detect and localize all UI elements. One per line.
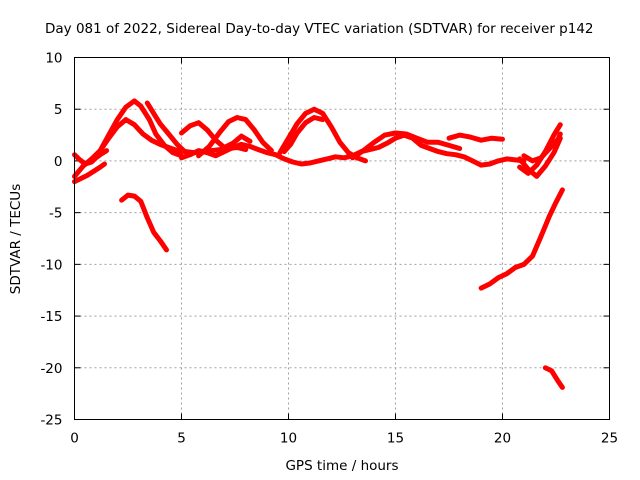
series-arc-16 [119,192,169,253]
series-arc-12 [446,132,505,143]
plot-frame [74,57,610,420]
y-tick-label: -15 [40,309,62,325]
y-tick-label: 0 [54,154,63,170]
series-arc-4 [72,148,110,167]
series-arc-5 [72,161,107,185]
x-tick-label: 0 [70,431,79,447]
series-arc-15 [521,131,563,164]
x-tick-label: 20 [494,431,511,447]
data-series [72,98,565,390]
series-arc-10 [281,115,326,155]
series-arc-18 [542,365,565,390]
series-arc-2 [97,98,184,159]
y-tick-labels: -25 -20 -15 -10 -5 0 5 10 [40,51,62,429]
series-arc-11 [350,130,463,161]
y-tick-label: -20 [40,361,62,377]
series-arc-9 [277,106,368,164]
x-tick-label: 5 [177,431,186,447]
x-tick-labels: 0 5 10 15 20 25 [70,431,618,447]
y-tick-label: -5 [49,206,62,222]
x-tick-label: 15 [387,431,404,447]
y-axis-label: SDTVAR / TECUs [8,184,24,294]
series-arc-8 [196,115,274,159]
x-tick-label: 25 [601,431,618,447]
y-tick-label: -10 [40,257,62,273]
x-axis-label: GPS time / hours [285,458,398,474]
chart-title: Day 081 of 2022, Sidereal Day-to-day VTE… [45,21,594,37]
y-tick-label: 10 [45,51,62,67]
y-tick-label: -25 [40,413,62,429]
series-arc-17 [478,187,565,291]
x-tick-label: 10 [280,431,297,447]
series-arc-13 [517,135,563,179]
y-tick-label: 5 [54,102,63,118]
series-arc-3 [144,100,187,154]
